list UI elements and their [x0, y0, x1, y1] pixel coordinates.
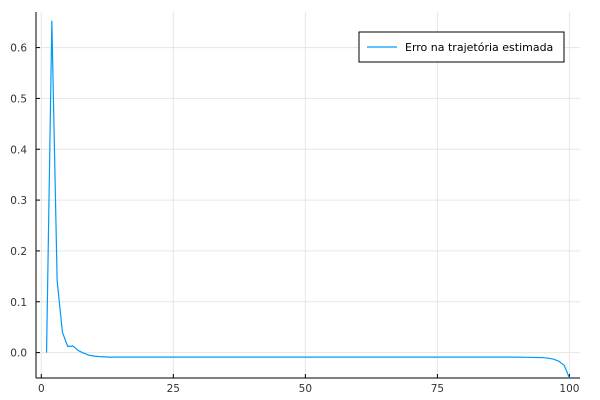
x-tick-label-0: 0 — [38, 383, 45, 395]
x-tick-label-1: 25 — [167, 383, 180, 395]
y-tick-label-3: 0.3 — [10, 195, 27, 207]
x-tick-label-4: 100 — [559, 383, 579, 395]
grid-layer — [36, 12, 580, 378]
axes-layer — [35, 12, 580, 379]
y-tick-label-1: 0.1 — [10, 297, 27, 309]
y-tick-label-0: 0.0 — [10, 348, 27, 360]
y-tick-label-4: 0.4 — [10, 144, 27, 156]
series-line-0 — [45, 20, 570, 379]
series-layer — [45, 20, 570, 379]
x-tick-label-3: 75 — [431, 383, 444, 395]
ticks-layer: 0 25 50 75 100 0.0 0.1 0.2 0.3 0.4 0.5 0.6 — [10, 43, 579, 395]
legend-label: Erro na trajetória estimada — [405, 41, 553, 54]
legend: Erro na trajetória estimada — [358, 31, 565, 63]
y-tick-label-5: 0.5 — [10, 93, 27, 105]
x-tick-label-2: 50 — [299, 383, 312, 395]
y-tick-label-6: 0.6 — [10, 43, 27, 55]
y-tick-label-2: 0.2 — [10, 246, 27, 258]
